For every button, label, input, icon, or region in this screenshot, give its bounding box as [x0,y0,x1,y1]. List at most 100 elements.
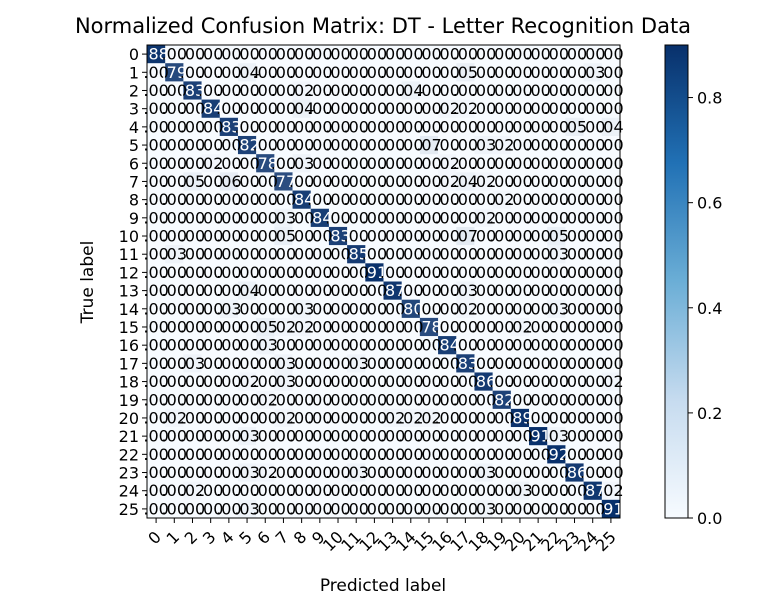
heatmap-cell [456,190,475,210]
heatmap-cell [492,226,512,246]
heatmap-cell [529,172,548,191]
heatmap-cell [510,154,530,173]
heatmap-cell [310,154,330,173]
heatmap-cell [510,245,530,264]
heatmap-cell [219,117,239,137]
heatmap-cell [147,281,166,300]
heatmap-cell [237,354,257,373]
heatmap-cell [292,63,312,82]
heatmap-cell [237,208,257,228]
heatmap-cell [529,208,548,228]
heatmap-cell [310,117,330,137]
heatmap-cell [365,135,384,155]
heatmap-cell [456,208,475,228]
heatmap-cell [529,354,548,373]
heatmap-cell [583,135,603,155]
heatmap-cell [310,372,330,391]
heatmap-cell [183,245,202,264]
heatmap-cell [219,99,239,119]
heatmap-cell [583,226,603,246]
x-tick-label: 3 [199,527,220,548]
heatmap-cell [274,226,293,246]
heatmap-cell [274,299,293,319]
heatmap-cell [492,336,512,355]
heatmap-cell [510,208,530,228]
heatmap-cell [219,354,239,373]
heatmap-cell [347,135,366,155]
heatmap-cell [456,299,475,319]
heatmap-cell [401,226,421,246]
heatmap-cell [256,45,275,64]
y-tick-label: 16 [119,336,139,355]
heatmap-cell [328,81,348,100]
heatmap-cell [383,135,402,155]
heatmap-cell [256,135,275,155]
heatmap-cell [565,63,584,82]
heatmap-cell [547,336,566,355]
heatmap-cell [547,263,566,282]
heatmap-cell [601,63,621,82]
heatmap-cell [256,226,275,246]
heatmap-cell [456,172,475,191]
y-tick-label: 17 [119,354,139,373]
heatmap-cell [601,263,621,282]
heatmap-cell [347,99,366,119]
heatmap-cell [401,354,421,373]
heatmap-cell [365,281,384,300]
heatmap-cell [383,263,402,282]
heatmap-cell [383,208,402,228]
heatmap-cell [510,281,530,300]
x-axis-label: Predicted label [320,576,446,596]
heatmap-cell [383,281,402,300]
y-tick-label: 11 [119,245,139,264]
colorbar-tick-label: 0.8 [697,89,722,108]
heatmap-cell [510,63,530,82]
heatmap-cell [183,190,202,210]
heatmap-cell [583,154,603,173]
heatmap-cell [165,317,184,337]
heatmap-cell [183,281,202,300]
y-tick-label: 7 [129,172,139,191]
heatmap-cell [565,81,584,100]
colorbar-tick-label: 0.4 [697,299,722,318]
heatmap-cell [219,63,239,82]
heatmap-cell [219,154,239,173]
x-tick-label: 7 [272,527,293,548]
heatmap-cell [565,154,584,173]
heatmap-cell [438,299,457,319]
heatmap-cell [401,263,421,282]
y-tick-label: 20 [119,409,139,428]
heatmap-cell [474,99,493,119]
heatmap-cell [165,263,184,282]
heatmap-cell [474,81,493,100]
heatmap-cell [547,154,566,173]
heatmap-cell [419,317,439,337]
heatmap-cell [365,63,384,82]
heatmap-cell [547,99,566,119]
heatmap-cell [219,281,239,300]
heatmap-cell [292,372,312,391]
heatmap-cell [401,45,421,64]
heatmap-cell [292,263,312,282]
heatmap-cell [292,45,312,64]
heatmap-cell [492,81,512,100]
heatmap-cell [565,263,584,282]
heatmap-cell [183,172,202,191]
heatmap-cell [256,117,275,137]
heatmap-cell [565,117,584,137]
y-tick-label: 15 [119,318,139,337]
heatmap-cell [328,245,348,264]
heatmap-cell [183,336,202,355]
heatmap-cell [147,190,166,210]
heatmap-cell [474,154,493,173]
heatmap-cell [474,336,493,355]
heatmap-cell [565,299,584,319]
heatmap-cell [601,336,621,355]
heatmap-cell [201,99,221,119]
heatmap-cell [456,281,475,300]
heatmap-cell [183,154,202,173]
heatmap-cell [201,117,221,137]
heatmap-cell [237,63,257,82]
heatmap-cell [201,299,221,319]
